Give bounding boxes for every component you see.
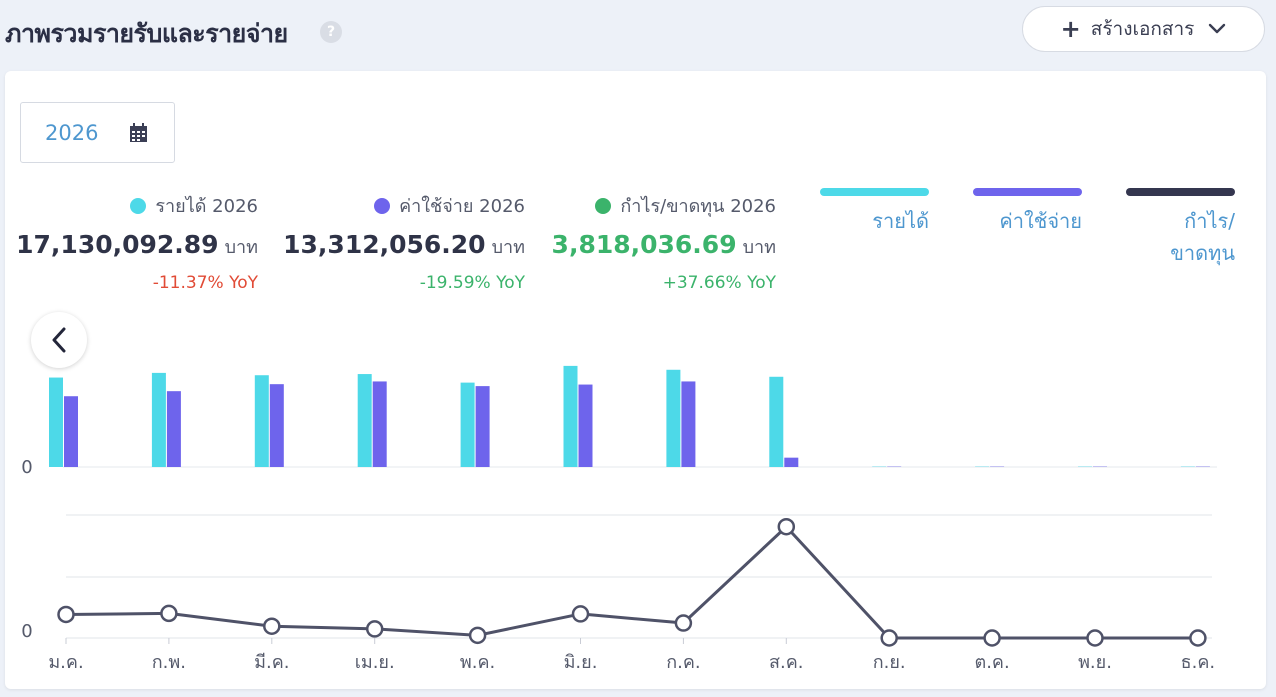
profit-amount: 3,818,036.69: [551, 230, 737, 259]
profit-point: [777, 517, 796, 536]
summary-expense: ค่าใช้จ่าย 2026 13,312,056.20 บาท -19.59%…: [283, 191, 525, 293]
profit-point: [160, 604, 178, 623]
profit-unit: บาท: [742, 237, 776, 258]
bar-revenue: [666, 369, 681, 467]
xtick-label: ก.ย.: [873, 652, 906, 673]
bar-expense: [1195, 466, 1210, 467]
bar-expense: [784, 457, 799, 467]
legend-revenue-label: รายได้: [872, 209, 929, 233]
xtick-label: พ.ย.: [1078, 652, 1112, 673]
xtick-label: ม.ค.: [48, 652, 83, 673]
bar-expense: [475, 386, 490, 467]
bar-revenue: [872, 466, 887, 467]
xtick-label: ต.ค.: [975, 652, 1010, 673]
line-ytick-label: 0: [21, 621, 32, 642]
year-picker[interactable]: 2026: [20, 102, 175, 163]
bar-expense: [578, 384, 593, 467]
bar-expense: [64, 396, 78, 467]
summary-revenue: รายได้ 2026 17,130,092.89 บาท -11.37% YoY: [16, 191, 258, 293]
page-title: ภาพรวมรายรับและรายจ่าย: [5, 19, 288, 48]
legend-profit[interactable]: กำไร/ขาดทุน: [1126, 188, 1235, 269]
profit-yoy: +37.66% YoY: [662, 273, 776, 293]
overview-chart: 0 0 ม.ค. ก.พ. มี.ค. เม.ย. พ.ค. มิ.ย. ก.ค. ส.ค. ก.ย…: [21, 365, 1217, 673]
expense-unit: บาท: [491, 237, 525, 258]
create-document-label: สร้างเอกสาร: [1090, 18, 1195, 40]
chevron-down-icon: [1208, 20, 1226, 39]
bar-expense: [681, 381, 696, 467]
chevron-left-icon: [52, 327, 66, 353]
bar-expense: [269, 384, 284, 467]
profit-point: [1189, 629, 1207, 647]
profit-point: [983, 629, 1001, 647]
revenue-label: รายได้ 2026: [155, 196, 258, 217]
bar-revenue: [254, 375, 269, 467]
year-value: 2026: [45, 120, 99, 145]
bar-expense: [990, 466, 1005, 467]
bar-ytick-label: 0: [21, 457, 32, 478]
bar-revenue: [975, 466, 990, 467]
bar-revenue: [1180, 466, 1195, 467]
bar-revenue: [49, 377, 63, 467]
revenue-yoy: -11.37% YoY: [152, 273, 258, 293]
profit-point: [674, 614, 693, 632]
expense-dot: [374, 197, 391, 214]
bar-expense: [372, 381, 387, 467]
legend-expense[interactable]: ค่าใช้จ่าย: [973, 188, 1082, 237]
bar-expense: [887, 466, 902, 467]
revenue-amount: 17,130,092.89: [16, 230, 219, 259]
xtick-label: มี.ค.: [254, 652, 289, 673]
xtick-label: ส.ค.: [769, 652, 803, 673]
bar-expense: [166, 391, 181, 467]
previous-year-button[interactable]: [31, 312, 87, 368]
calendar-icon: [129, 123, 148, 148]
xtick-label: มิ.ย.: [564, 652, 598, 673]
profit-point: [468, 626, 487, 645]
create-document-button[interactable]: + สร้างเอกสาร: [1022, 6, 1265, 52]
bar-revenue: [357, 374, 372, 467]
xtick-label: เม.ย.: [355, 652, 395, 673]
summary-profit: กำไร/ขาดทุน 2026 3,818,036.69 บาท +37.66%…: [552, 191, 776, 293]
legend-profit-label: กำไร/ขาดทุน: [1170, 209, 1235, 265]
plus-icon: +: [1060, 15, 1081, 43]
expense-label: ค่าใช้จ่าย 2026: [399, 196, 525, 217]
profit-point: [1086, 629, 1104, 647]
bar-revenue: [769, 376, 784, 467]
legend-expense-label: ค่าใช้จ่าย: [999, 209, 1082, 233]
revenue-unit: บาท: [224, 237, 258, 258]
profit-dot: [595, 197, 612, 214]
profit-point: [571, 605, 590, 623]
bar-revenue: [1078, 466, 1092, 467]
overview-card: 2026 รายได้ 2026 17,130,092.89 บาท -11.37…: [5, 71, 1266, 689]
xtick-label: ก.ค.: [666, 652, 700, 673]
profit-point: [880, 629, 898, 647]
expense-yoy: -19.59% YoY: [419, 273, 525, 293]
bar-revenue: [151, 372, 166, 467]
help-icon[interactable]: ?: [320, 21, 342, 43]
legend-revenue[interactable]: รายได้: [820, 188, 929, 237]
profit-point: [57, 605, 75, 624]
bar-expense: [1093, 466, 1107, 467]
profit-point: [365, 620, 384, 638]
xtick-label: พ.ค.: [460, 652, 495, 673]
profit-label: กำไร/ขาดทุน 2026: [620, 196, 776, 217]
revenue-dot: [130, 197, 147, 214]
bar-revenue: [563, 365, 578, 467]
bar-revenue: [460, 382, 475, 467]
profit-point: [263, 617, 281, 635]
expense-amount: 13,312,056.20: [283, 230, 486, 259]
xtick-label: ธ.ค.: [1181, 652, 1215, 673]
legend-expense-swatch: [973, 188, 1082, 196]
legend-revenue-swatch: [820, 188, 929, 196]
legend-profit-swatch: [1126, 188, 1235, 196]
profit-line: [65, 525, 1198, 640]
xtick-label: ก.พ.: [152, 652, 186, 673]
